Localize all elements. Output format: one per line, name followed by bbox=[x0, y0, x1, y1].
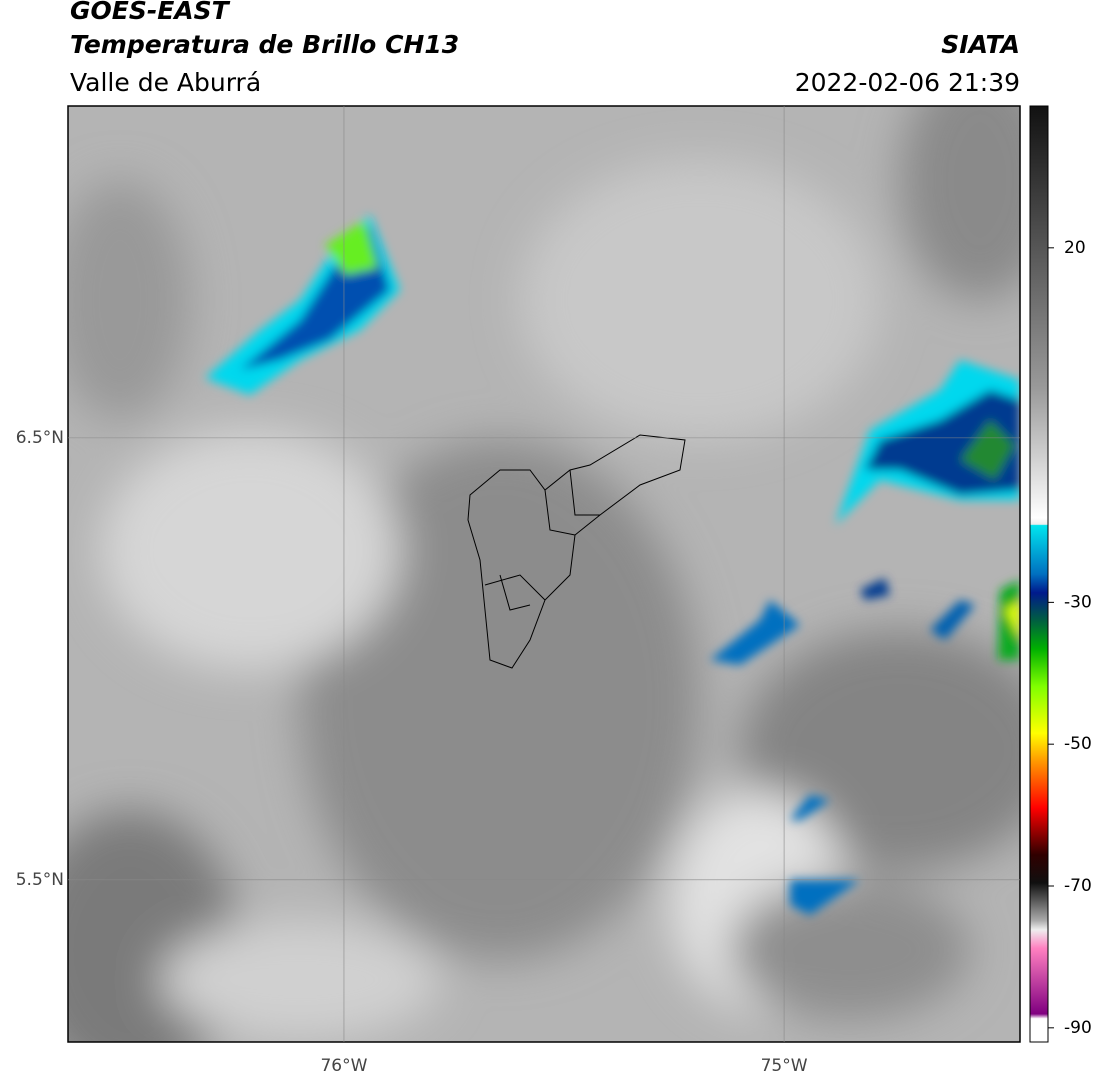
title: GOES-EAST bbox=[70, 0, 231, 25]
lon-tick-label: 76°W bbox=[320, 1056, 367, 1076]
colorbar-tick-label: -90 bbox=[1064, 1018, 1092, 1038]
source: SIATA bbox=[941, 30, 1020, 59]
map-frame bbox=[67, 105, 1021, 1043]
colorbar-tick-label: 20 bbox=[1064, 238, 1086, 258]
lon-tick-label: 75°W bbox=[761, 1056, 808, 1076]
colorbar bbox=[1029, 105, 1049, 1043]
lat-tick-label: 6.5°N bbox=[16, 428, 64, 448]
colorbar-tick-label: -50 bbox=[1064, 734, 1092, 754]
colorbar-tick-label: -30 bbox=[1064, 592, 1092, 612]
region: Valle de Aburrá bbox=[70, 68, 261, 97]
subtitle: Temperatura de Brillo CH13 bbox=[70, 30, 459, 59]
datetime: 2022-02-06 21:39 bbox=[795, 68, 1020, 97]
colorbar-tick-label: -70 bbox=[1064, 876, 1092, 896]
satellite-image bbox=[68, 106, 1020, 1042]
lat-tick-label: 5.5°N bbox=[16, 870, 64, 890]
